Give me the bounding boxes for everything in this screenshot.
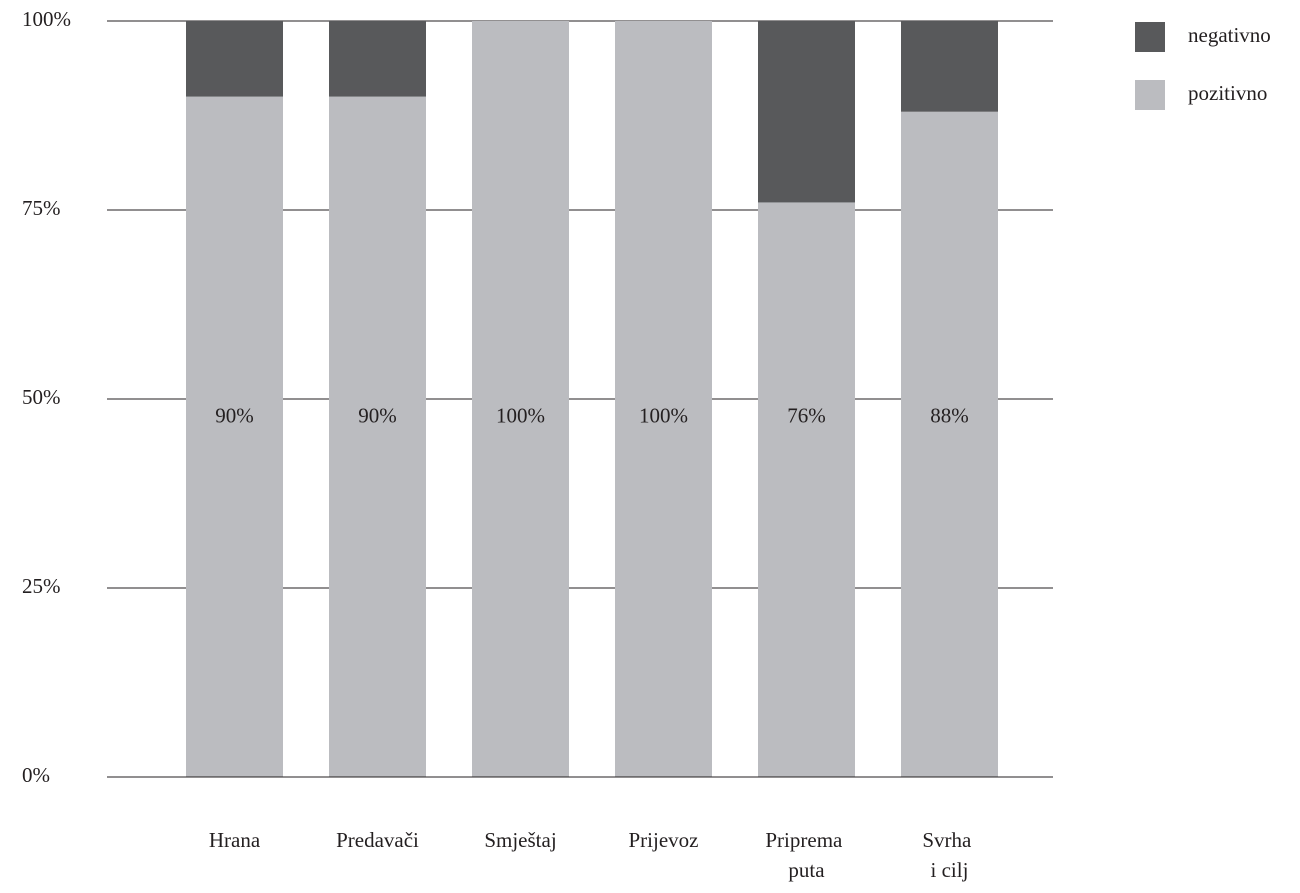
x-tick-label: Svrha i cilj [922, 828, 976, 882]
x-tick-line: puta [788, 858, 825, 882]
x-tick-line: i cilj [931, 858, 969, 882]
bar-segment [472, 21, 569, 777]
x-tick-line: Svrha [922, 828, 976, 852]
x-tick-label: Priprema puta [765, 828, 847, 882]
y-tick-label: 25% [22, 574, 61, 598]
y-tick-label: 0% [22, 763, 50, 787]
bar-segment [615, 21, 712, 777]
x-tick-label: Prijevoz [629, 828, 699, 852]
legend-swatch [1135, 80, 1165, 110]
value-label: 90% [358, 404, 397, 428]
bar-segment [186, 21, 283, 97]
bar-segment [758, 202, 855, 777]
x-tick-label: Smještaj [484, 828, 556, 852]
x-tick-label: Predavači [336, 828, 419, 852]
legend-label: negativno [1188, 23, 1271, 47]
value-label: 88% [930, 404, 969, 428]
value-label: 76% [787, 404, 826, 428]
x-tick-label: Hrana [209, 828, 261, 852]
bar-segment [901, 21, 998, 112]
legend-label: pozitivno [1188, 81, 1267, 105]
bar-segment [901, 111, 998, 778]
legend-swatch [1135, 22, 1165, 52]
y-tick-label: 50% [22, 385, 61, 409]
bar-segment [329, 96, 426, 778]
value-label: 100% [496, 404, 545, 428]
y-tick-label: 100% [22, 7, 71, 31]
bar-segment [329, 21, 426, 97]
y-tick-label: 75% [22, 196, 61, 220]
bar-segment [186, 96, 283, 778]
value-label: 90% [215, 404, 254, 428]
x-tick-line: Priprema [765, 828, 847, 852]
value-label: 100% [639, 404, 688, 428]
bar-segment [758, 21, 855, 203]
